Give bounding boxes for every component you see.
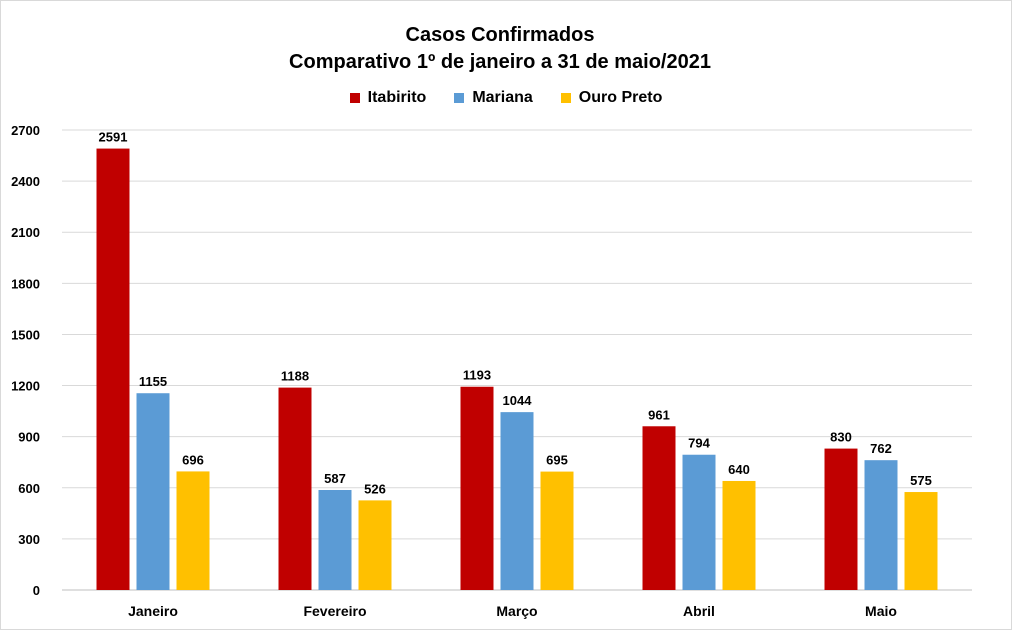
- y-tick-label: 300: [18, 532, 40, 547]
- bar: [460, 386, 494, 590]
- bar: [96, 148, 130, 590]
- bar: [358, 500, 392, 590]
- y-tick-label: 1200: [11, 379, 40, 394]
- bar: [176, 471, 210, 590]
- bar: [824, 448, 858, 590]
- x-tick-label: Março: [496, 603, 537, 619]
- data-label: 1044: [503, 393, 533, 408]
- y-tick-label: 2100: [11, 225, 40, 240]
- x-tick-label: Janeiro: [128, 603, 178, 619]
- data-label: 1193: [463, 368, 491, 383]
- x-tick-label: Maio: [865, 603, 897, 619]
- bar: [904, 492, 938, 590]
- y-tick-label: 2400: [11, 174, 40, 189]
- y-tick-label: 900: [18, 430, 40, 445]
- bar: [500, 412, 534, 590]
- legend-item-itabirito: Itabirito: [349, 89, 427, 107]
- data-label: 2591: [99, 130, 128, 145]
- data-label: 762: [870, 441, 892, 456]
- legend-item-mariana: Mariana: [454, 89, 533, 107]
- data-label: 1155: [139, 374, 167, 389]
- bar: [318, 489, 352, 590]
- y-tick-label: 600: [18, 481, 40, 496]
- data-label: 830: [830, 430, 852, 445]
- chart-subtitle: Comparativo 1º de janeiro a 31 de maio/2…: [289, 51, 711, 73]
- data-label: 640: [728, 462, 750, 477]
- bar: [278, 387, 312, 590]
- bar: [722, 480, 756, 590]
- data-label: 526: [364, 481, 386, 496]
- y-tick-label: 2700: [11, 123, 40, 138]
- data-label: 794: [688, 436, 710, 451]
- legend-label-mariana: Mariana: [472, 89, 533, 106]
- bar: [136, 393, 170, 590]
- data-label: 961: [648, 407, 670, 422]
- data-label: 587: [324, 471, 346, 486]
- legend-label-itabirito: Itabirito: [367, 89, 427, 106]
- legend-label-ouro-preto: Ouro Preto: [578, 89, 663, 106]
- chart-legend: Itabirito Mariana Ouro Preto: [0, 89, 1012, 107]
- bar: [864, 460, 898, 590]
- x-tick-label: Fevereiro: [303, 603, 366, 619]
- data-label: 696: [182, 452, 204, 467]
- chart-title-block: Casos Confirmados Comparativo 1º de jane…: [0, 22, 1000, 76]
- y-tick-label: 1500: [11, 327, 40, 342]
- legend-swatch-itabirito: [349, 93, 360, 103]
- bar: [682, 454, 716, 590]
- chart-title: Casos Confirmados: [405, 24, 595, 46]
- data-label: 695: [546, 453, 568, 468]
- data-label: 1188: [281, 369, 309, 384]
- bar: [540, 471, 574, 590]
- legend-item-ouro-preto: Ouro Preto: [560, 89, 663, 107]
- y-tick-label: 0: [33, 583, 40, 598]
- bar: [642, 426, 676, 590]
- data-label: 575: [910, 473, 932, 488]
- legend-swatch-ouro-preto: [560, 93, 571, 103]
- y-tick-label: 1800: [11, 276, 40, 291]
- legend-swatch-mariana: [454, 93, 465, 103]
- x-tick-label: Abril: [683, 603, 715, 619]
